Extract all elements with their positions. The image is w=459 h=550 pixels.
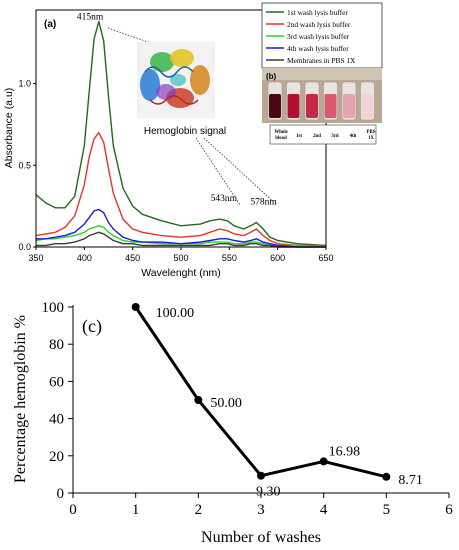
x-tick-label: 2 — [195, 502, 203, 518]
data-label: 16.98 — [329, 444, 361, 459]
peak-labels: 415nm 543nm 578nm — [77, 12, 278, 207]
y-tick-label: 100 — [42, 300, 65, 316]
legend-label: 1st wash lysis buffer — [287, 8, 348, 17]
tube-liquid — [306, 94, 318, 118]
y-tick-label: 60 — [49, 374, 64, 390]
series-line-1st-wash-lysis-buffer — [35, 20, 327, 247]
data-label: 9.30 — [256, 485, 281, 500]
washes-y-axis-label: Percentage hemoglobin % — [12, 315, 29, 483]
x-tick-label: 500 — [173, 253, 188, 263]
pointer-lines — [107, 27, 278, 206]
tube-label: Whole blood — [274, 130, 287, 141]
spectrum-y-ticks: 0.0 0.5 1.0 — [18, 79, 36, 252]
pointer-line-415 — [107, 27, 166, 49]
x-tick-label: 1 — [132, 502, 140, 518]
washes-x-ticks: 0 1 2 3 4 5 6 — [69, 493, 453, 518]
y-tick-label: 20 — [49, 449, 64, 465]
legend-items: 1st wash lysis buffer 2nd wash lysis buff… — [266, 8, 356, 65]
spectrum-series — [35, 20, 327, 248]
y-tick-label: 40 — [49, 412, 64, 428]
legend-label: 3rd wash lysis buffer — [287, 32, 350, 41]
peak-label-543nm: 543nm — [211, 194, 238, 204]
x-tick-label: 650 — [318, 253, 333, 263]
photo-b-label: (b) — [266, 72, 277, 81]
x-tick-label: 0 — [69, 502, 77, 518]
legend-label: 2nd wash lysis buffer — [287, 20, 351, 29]
y-tick-label: 1.0 — [18, 79, 31, 89]
tube-liquid — [269, 94, 281, 118]
tube-labels: Whole blood 1st 2nd 3rd 4th PBS 1X — [274, 130, 375, 141]
washes-y-ticks: 0 20 40 60 80 100 — [42, 300, 73, 502]
hemoglobin-structure-image — [137, 42, 215, 118]
data-point — [382, 472, 391, 481]
series-line-membranes-in-pbs-1x — [36, 231, 326, 248]
peak-label-415nm: 415nm — [77, 12, 104, 22]
tube-liquid — [361, 94, 374, 118]
data-point — [131, 303, 140, 311]
x-tick-label: 600 — [270, 253, 285, 263]
spectrum-y-axis-label: Absorbance (a.u) — [3, 88, 15, 169]
tube-label: 2nd — [313, 134, 321, 139]
spectrum-chart: 350 400 450 500 550 600 650 0.0 0.5 1.0 Waveleng… — [3, 2, 383, 279]
tube-label: 1st — [296, 134, 302, 139]
y-tick-label: 0.5 — [18, 160, 31, 170]
panel-a-label: (a) — [44, 19, 56, 30]
x-tick-label: 3 — [257, 502, 265, 518]
tubes-photo: (b) Whole blood 1st 2nd 3rd 4th PBS 1X — [262, 68, 382, 145]
washes-data-labels: 100.00 50.00 9.30 16.98 8.71 — [156, 306, 423, 500]
x-tick-label: 550 — [222, 253, 237, 263]
y-tick-label: 0.0 — [18, 242, 31, 252]
series-line-2nd-wash-lysis-buffer — [35, 131, 326, 247]
y-tick-label: 80 — [49, 337, 64, 353]
x-tick-label: 400 — [77, 253, 92, 263]
spectrum-x-axis-label: Wavelenght (nm) — [141, 267, 221, 279]
tube-row — [267, 81, 375, 121]
data-label: 100.00 — [156, 306, 195, 321]
tube-liquid — [324, 94, 337, 118]
pointer-line-543-a — [195, 137, 241, 206]
x-tick-label: 350 — [28, 253, 43, 263]
tube-label: PBS 1X — [367, 130, 376, 141]
tube-liquid — [287, 94, 300, 118]
peak-label-578nm: 578nm — [250, 197, 277, 207]
data-point — [194, 396, 203, 404]
tube-label: 3rd — [331, 134, 339, 139]
washes-x-axis-label: Number of washes — [201, 529, 321, 546]
legend-label: Membranes in PBS 1X — [287, 56, 356, 65]
panel-c-label: (c) — [82, 316, 102, 337]
x-tick-label: 450 — [125, 253, 140, 263]
data-label: 50.00 — [210, 396, 242, 411]
y-tick-label: 0 — [57, 486, 65, 502]
x-tick-label: 6 — [445, 502, 453, 518]
data-point — [319, 457, 328, 466]
x-tick-label: 5 — [383, 502, 391, 518]
tube-liquid — [343, 94, 355, 118]
series-line-3rd-wash-lysis-buffer — [35, 225, 327, 248]
washes-series — [131, 303, 391, 481]
percentage-chart: 0 1 2 3 4 5 6 0 20 40 60 80 100 100.00 50.00 9.30 16.9… — [12, 300, 453, 546]
series-line-4th-wash-lysis-buffer — [36, 208, 326, 248]
spectrum-x-ticks: 350 400 450 500 550 600 650 — [28, 247, 334, 263]
data-label: 8.71 — [398, 473, 423, 488]
x-tick-label: 4 — [320, 502, 328, 518]
hemoglobin-signal-caption: Hemoglobin signal — [144, 126, 226, 137]
data-point — [257, 471, 265, 480]
tube-labels-box — [269, 124, 377, 145]
tube-label: 4th — [350, 134, 357, 139]
legend-label: 4th wash lysis buffer — [287, 44, 349, 53]
spectrum-legend: 1st wash lysis buffer 2nd wash lysis buff… — [261, 2, 383, 69]
